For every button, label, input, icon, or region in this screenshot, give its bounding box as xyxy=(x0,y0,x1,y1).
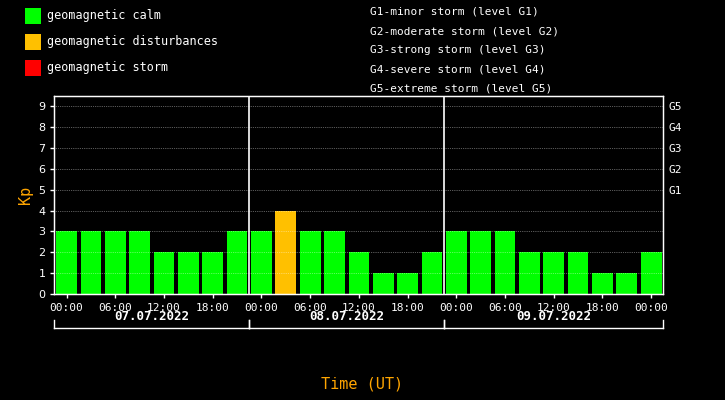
Bar xyxy=(616,273,637,294)
Text: 08.07.2022: 08.07.2022 xyxy=(309,310,384,322)
Text: G5-extreme storm (level G5): G5-extreme storm (level G5) xyxy=(370,84,552,94)
Bar xyxy=(178,252,199,294)
Text: G1-minor storm (level G1): G1-minor storm (level G1) xyxy=(370,7,539,17)
Bar xyxy=(471,232,491,294)
Bar xyxy=(544,252,564,294)
Text: G2-moderate storm (level G2): G2-moderate storm (level G2) xyxy=(370,26,559,36)
Bar xyxy=(324,232,345,294)
Bar xyxy=(227,232,247,294)
Text: G4-severe storm (level G4): G4-severe storm (level G4) xyxy=(370,65,545,74)
Bar xyxy=(568,252,589,294)
Bar xyxy=(446,232,467,294)
Text: Time (UT): Time (UT) xyxy=(321,376,404,392)
Bar xyxy=(397,273,418,294)
Text: 09.07.2022: 09.07.2022 xyxy=(516,310,592,322)
Text: G3-strong storm (level G3): G3-strong storm (level G3) xyxy=(370,45,545,55)
Bar xyxy=(276,211,296,294)
Bar xyxy=(80,232,102,294)
Bar xyxy=(129,232,150,294)
Bar xyxy=(592,273,613,294)
Bar xyxy=(105,232,125,294)
Bar xyxy=(251,232,272,294)
Bar xyxy=(519,252,539,294)
Text: geomagnetic calm: geomagnetic calm xyxy=(47,10,161,22)
Y-axis label: Kp: Kp xyxy=(17,186,33,204)
Text: geomagnetic storm: geomagnetic storm xyxy=(47,62,168,74)
Bar xyxy=(373,273,394,294)
Bar xyxy=(422,252,442,294)
Bar xyxy=(57,232,77,294)
Bar xyxy=(641,252,661,294)
Bar xyxy=(300,232,320,294)
Text: 07.07.2022: 07.07.2022 xyxy=(115,310,189,322)
Bar xyxy=(494,232,515,294)
Bar xyxy=(154,252,174,294)
Bar xyxy=(202,252,223,294)
Bar xyxy=(349,252,369,294)
Text: geomagnetic disturbances: geomagnetic disturbances xyxy=(47,36,218,48)
